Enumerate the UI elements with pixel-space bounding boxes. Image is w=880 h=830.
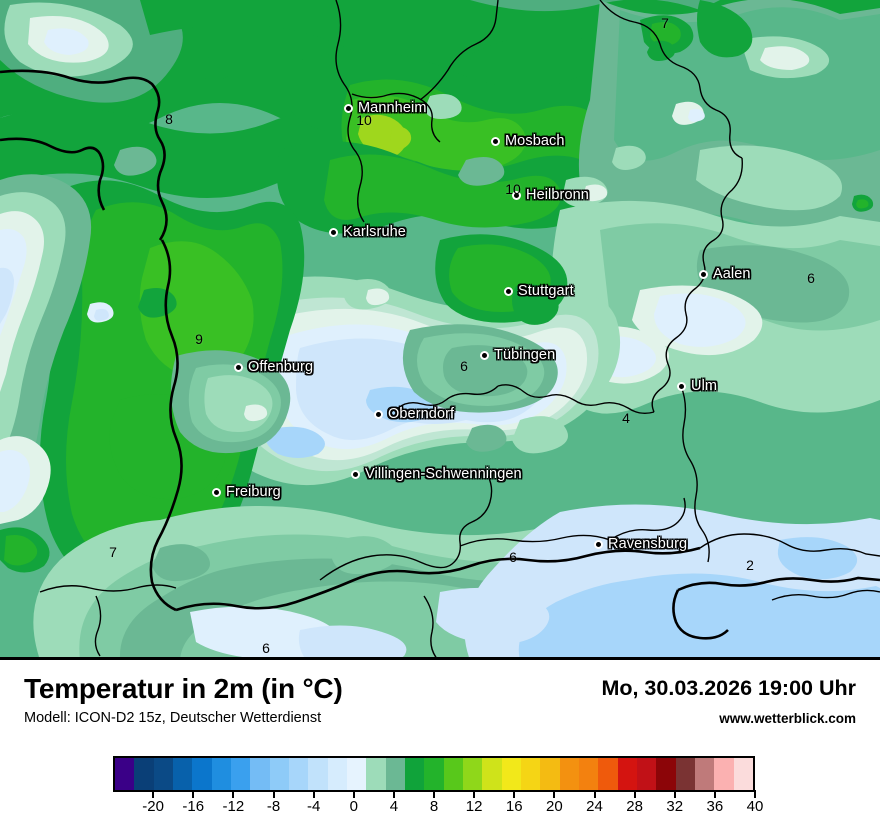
colorbar-swatch [675,758,695,790]
colorbar-tick [633,790,636,798]
colorbar-swatch [598,758,618,790]
colorbar-tick [152,790,155,798]
colorbar-tick [192,790,195,798]
colorbar-swatch [346,758,367,790]
colorbar-swatch [656,758,676,790]
colorbar-tick [754,790,756,798]
colorbar-swatch [134,758,154,790]
colorbar-tick [553,790,556,798]
colorbar-tick-labels: -20 -16 -12 -8 -4 0 4 8 12 16 20 24 28 32 36 40 [113,798,763,818]
colorbar-tick-label: 16 [505,798,523,815]
colorbar-tick [513,790,516,798]
colorbar-swatch [172,758,193,790]
colorbar-tick [392,790,395,798]
colorbar-ticks [113,790,756,798]
colorbar-swatch [269,758,289,790]
colorbar-swatch [443,758,463,790]
colorbar-swatch [153,758,173,790]
map-footer: Temperatur in 2m (in °C) Modell: ICON-D2… [0,660,880,830]
colorbar-swatch [327,758,347,790]
colorbar-tick [272,790,275,798]
colorbar-swatch [366,758,386,790]
colorbar-tick [593,790,596,798]
model-subtitle: Modell: ICON-D2 15z, Deutscher Wetterdie… [24,710,322,726]
colorbar-swatch [230,758,251,790]
website-label: www.wetterblick.com [719,711,856,726]
colorbar-swatch [520,758,541,790]
colorbar-tick-label: 40 [746,798,764,815]
colorbar-tick-label: -20 [142,798,164,815]
colorbar-swatch [462,758,483,790]
colorbar-tick-label: 20 [546,798,563,815]
colorbar-tick-label: 32 [666,798,684,815]
colorbar-swatch [288,758,309,790]
colorbar-swatch [694,758,715,790]
colorbar-swatches [113,756,755,792]
colorbar-tick-label: 4 [389,798,399,815]
colorbar-swatch [482,758,502,790]
page-title: Temperatur in 2m (in °C) [24,673,343,704]
colorbar-swatch [250,758,270,790]
colorbar-tick-label: -4 [306,798,321,815]
colorbar-tick [312,790,315,798]
colorbar-tick-label: 12 [465,798,483,815]
colorbar-tick [232,790,235,798]
colorbar-tick-label: -8 [266,798,281,815]
colorbar-tick-label: 0 [349,798,358,815]
colorbar-swatch [617,758,637,790]
colorbar-tick [713,790,716,798]
colorbar-tick-label: 28 [626,798,643,815]
colorbar-tick [673,790,676,798]
colorbar-swatch [308,758,328,790]
colorbar-swatch [404,758,425,790]
colorbar-swatch [115,758,135,790]
colorbar-swatch [714,758,734,790]
colorbar-tick [352,790,355,798]
colorbar-tick-label: -16 [182,798,205,815]
colorbar-swatch [636,758,657,790]
colorbar-swatch [733,758,753,790]
colorbar-swatch [424,758,444,790]
valid-datetime: Mo, 30.03.2026 19:00 Uhr [601,676,856,700]
colorbar-swatch [192,758,212,790]
colorbar-swatch [540,758,560,790]
colorbar-tick-label: 36 [706,798,724,815]
colorbar-tick [473,790,476,798]
colorbar-tick-label: 8 [429,798,439,815]
colorbar-tick [433,790,435,798]
colorbar-swatch [211,758,231,790]
temperature-colorbar: -20 -16 -12 -8 -4 0 4 8 12 16 20 24 28 32 36 40 [113,756,763,815]
colorbar-swatch [578,758,599,790]
colorbar-tick-label: 24 [586,798,603,815]
colorbar-swatch [501,758,521,790]
colorbar-swatch [559,758,579,790]
temperature-map[interactable]: .t2 { fill:#cfe6fb; } /* ~2 */ .t3 { fil… [0,0,880,660]
colorbar-tick-label: -12 [222,798,245,815]
colorbar-swatch [385,758,405,790]
map-raster: .t2 { fill:#cfe6fb; } /* ~2 */ .t3 { fil… [0,0,880,657]
